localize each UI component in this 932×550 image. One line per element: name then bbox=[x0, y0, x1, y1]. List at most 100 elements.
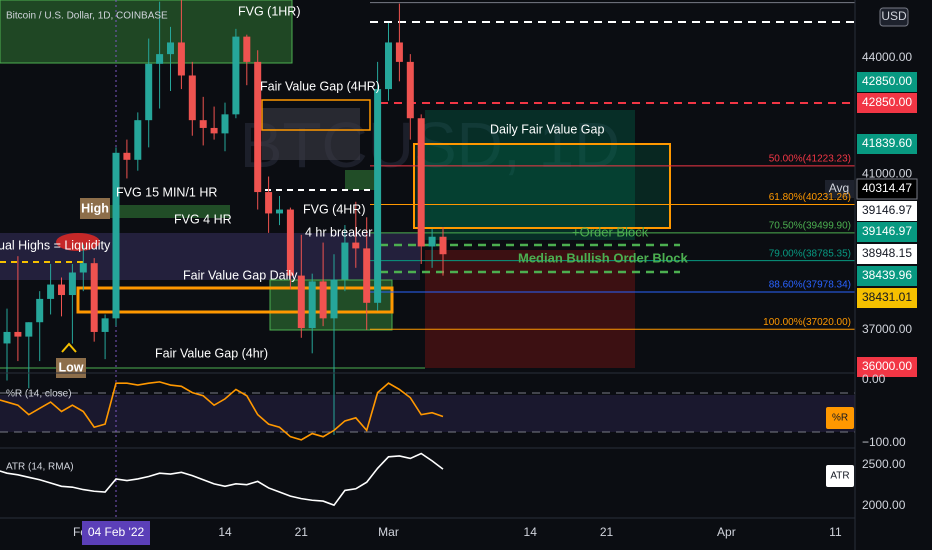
panel-title: %R (14, close) bbox=[6, 389, 72, 400]
price-tag bbox=[857, 288, 917, 308]
fib-label: 79.00%(38785.35) bbox=[769, 248, 851, 259]
candle-body bbox=[156, 54, 164, 64]
price-tag bbox=[856, 178, 918, 200]
candle-body bbox=[308, 281, 316, 329]
candle-body bbox=[319, 281, 327, 319]
price-tag-label: 38439.96 bbox=[862, 268, 912, 282]
price-tag bbox=[857, 201, 917, 221]
candle-body bbox=[177, 42, 185, 76]
daily-fvg-box bbox=[413, 143, 671, 229]
candle-body bbox=[417, 118, 425, 247]
candle-body bbox=[276, 209, 283, 214]
candle-body bbox=[352, 242, 360, 249]
y-tick-label: 44000.00 bbox=[862, 50, 912, 64]
candle-body bbox=[14, 331, 22, 337]
candle-body bbox=[286, 209, 294, 276]
annotation: Fair Value Gap (4hr) bbox=[155, 346, 268, 360]
price-tag-label: 36000.00 bbox=[862, 359, 912, 373]
price-tag bbox=[857, 357, 917, 377]
panel-title: ATR (14, RMA) bbox=[6, 462, 74, 473]
annotation: Fair Value Gap (4HR) bbox=[260, 79, 380, 93]
candle-body bbox=[297, 275, 305, 329]
order-block-green bbox=[425, 110, 635, 240]
candle-body bbox=[188, 75, 196, 121]
candle-body bbox=[395, 42, 403, 62]
price-tag-label: 38948.15 bbox=[862, 246, 912, 260]
currency: USD bbox=[881, 9, 907, 23]
fib-label: 0.00%(45426.45) bbox=[774, 0, 851, 1]
fvg-daily-box bbox=[76, 286, 394, 314]
annotation: Median Bullish Order Block bbox=[518, 250, 689, 265]
badge: ATR bbox=[830, 471, 849, 482]
x-tick-label: 11 bbox=[829, 525, 842, 539]
candle-body bbox=[3, 331, 11, 344]
candle-body bbox=[79, 263, 87, 273]
fib-label: 50.00%(41223.23) bbox=[769, 154, 851, 165]
avg-label: Avg bbox=[829, 181, 849, 195]
candle-body bbox=[232, 36, 240, 115]
candle-body bbox=[406, 61, 414, 119]
candle-body bbox=[112, 152, 120, 319]
annotation: FVG (1HR) bbox=[238, 4, 301, 18]
candle-body bbox=[439, 236, 447, 255]
green-zone-small bbox=[345, 170, 380, 190]
y-tick-label: 41000.00 bbox=[862, 167, 912, 181]
candle-body bbox=[68, 272, 76, 296]
candle-body bbox=[101, 318, 109, 332]
price-tag bbox=[857, 134, 917, 154]
candle-body bbox=[199, 120, 207, 128]
annotation: High bbox=[81, 201, 109, 215]
fib-label: 88.60%(37978.34) bbox=[769, 280, 851, 291]
price-tag bbox=[857, 222, 917, 242]
fvg-4hr-box bbox=[261, 99, 371, 131]
annotation: Low bbox=[59, 360, 84, 374]
candle-body bbox=[221, 114, 229, 134]
fib-label: 61.80%(40231.26) bbox=[769, 192, 851, 203]
candle-body bbox=[243, 36, 251, 62]
x-tick-label: Mar bbox=[378, 525, 399, 539]
y-tick-label: 0.00 bbox=[862, 372, 886, 386]
currency-box bbox=[879, 7, 909, 27]
low-marker bbox=[61, 342, 77, 353]
y-tick-label: 2500.00 bbox=[862, 457, 906, 471]
indicator-line bbox=[0, 381, 444, 441]
price-tag-label: 39146.97 bbox=[862, 224, 912, 238]
label-box bbox=[80, 198, 110, 219]
avg-box bbox=[825, 180, 854, 198]
candle-body bbox=[36, 298, 44, 323]
liquidity-marker bbox=[56, 233, 100, 251]
indicator-line bbox=[0, 452, 444, 507]
fib-label: 70.50%(39499.90) bbox=[769, 221, 851, 232]
candle-body bbox=[47, 284, 55, 299]
price-tag-label: 39146.97 bbox=[862, 203, 912, 217]
zones: BTCUSD, 1D bbox=[0, 0, 855, 520]
candle-body bbox=[363, 248, 371, 303]
candle-body bbox=[374, 89, 382, 303]
candle-body bbox=[145, 63, 153, 121]
price-tag bbox=[857, 72, 917, 92]
symbol: Bitcoin / U.S. Dollar, 1D, COINBASE bbox=[6, 11, 168, 22]
x-tick-label: 14 bbox=[524, 525, 538, 539]
price-tag-label: 38431.01 bbox=[862, 290, 912, 304]
annotation: FVG (4HR) bbox=[303, 202, 366, 216]
candle-body bbox=[254, 61, 262, 193]
y-tick-label: −100.00 bbox=[862, 435, 906, 449]
candle-body bbox=[134, 120, 142, 160]
candle-body bbox=[385, 42, 392, 90]
candle-body bbox=[428, 236, 436, 247]
candle-body bbox=[123, 152, 131, 160]
x-tick-label: 14 bbox=[218, 525, 232, 539]
order-block-red bbox=[425, 250, 635, 368]
annotation: ual Highs = Liquidity bbox=[0, 238, 111, 252]
candle-body bbox=[90, 263, 98, 332]
price-tag-label: 42850.00 bbox=[862, 95, 912, 109]
marks bbox=[0, 0, 855, 507]
y-tick-label: 2000.00 bbox=[862, 498, 906, 512]
annotation: Fair Value Gap Daily bbox=[183, 268, 298, 282]
price-tag-label: 40314.47 bbox=[862, 181, 912, 195]
price-tag bbox=[857, 244, 917, 264]
badge-box bbox=[826, 407, 854, 429]
y-tick-label: 37000.00 bbox=[862, 322, 912, 336]
annotation: Daily Fair Value Gap bbox=[490, 122, 604, 136]
